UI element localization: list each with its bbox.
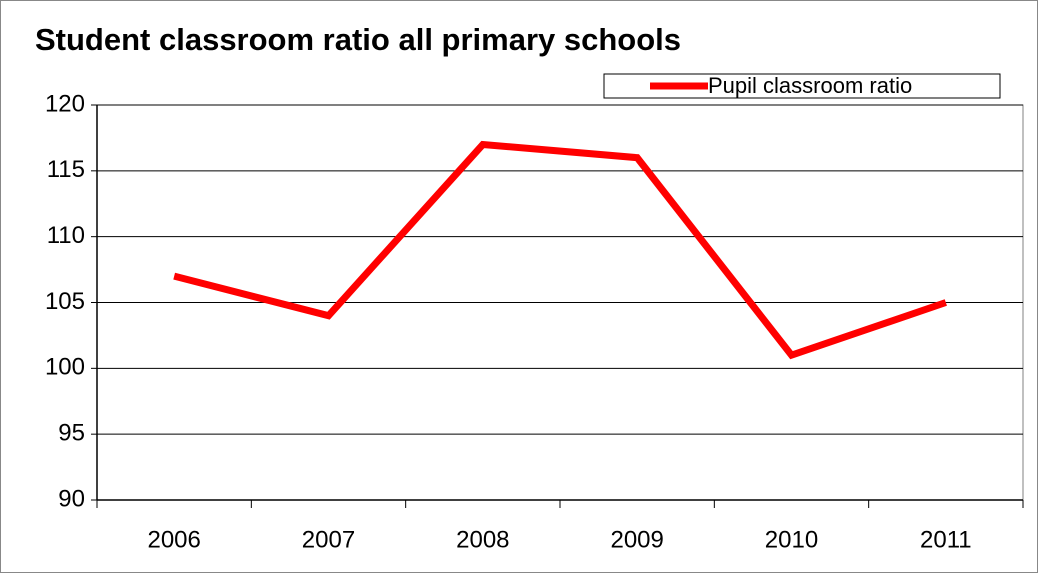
x-tick-label: 2011 (920, 526, 972, 553)
y-tick-label: 120 (45, 90, 85, 117)
line (173, 140, 947, 360)
legend-label: Pupil classroom ratio (708, 73, 912, 98)
y-tick-label: 90 (58, 485, 85, 512)
x-tick-label: 2010 (765, 526, 818, 553)
x-tick-label: 2006 (147, 526, 200, 553)
y-tick-label: 100 (45, 354, 85, 381)
y-tick-label: 95 (58, 420, 85, 447)
y-tick-label: 115 (47, 156, 85, 183)
chart-title: Student classroom ratio all primary scho… (35, 22, 681, 57)
x-tick-label: 2009 (610, 526, 663, 553)
y-tick-label: 105 (45, 288, 85, 315)
y-tick-label: 110 (47, 222, 85, 249)
x-tick-label: 2007 (302, 526, 355, 553)
x-tick-label: 2008 (456, 526, 509, 553)
